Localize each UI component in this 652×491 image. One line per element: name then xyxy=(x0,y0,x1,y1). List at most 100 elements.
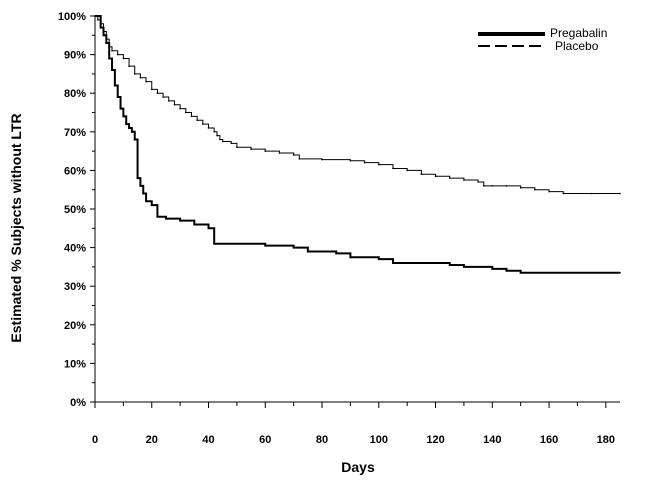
data-point-pregabalin xyxy=(434,175,437,177)
data-point-placebo xyxy=(105,42,108,44)
legend-label-placebo: Placebo xyxy=(555,39,599,53)
x-tick-label: 160 xyxy=(540,434,558,446)
series-line-placebo xyxy=(95,15,620,274)
legend-label-pregabalin: Pregabalin xyxy=(550,26,607,40)
data-point-placebo xyxy=(605,271,607,274)
y-tick-label: 70% xyxy=(64,127,86,139)
data-point-pregabalin xyxy=(250,148,252,150)
data-point-pregabalin xyxy=(213,131,215,133)
data-point-pregabalin xyxy=(406,169,408,172)
data-point-pregabalin xyxy=(202,123,204,125)
data-point-placebo xyxy=(193,223,196,226)
data-point-placebo xyxy=(114,84,116,87)
data-point-placebo xyxy=(108,57,110,60)
data-point-placebo xyxy=(128,127,130,129)
data-point-placebo xyxy=(292,246,295,249)
data-point-pregabalin xyxy=(321,158,323,161)
data-point-placebo xyxy=(307,250,309,253)
y-axis-title: Estimated % Subjects without LTR xyxy=(8,113,24,342)
y-tick-label: 10% xyxy=(64,358,86,370)
data-point-pregabalin xyxy=(463,179,465,181)
x-tick-label: 100 xyxy=(370,434,388,446)
data-point-placebo xyxy=(576,271,579,274)
data-point-pregabalin xyxy=(548,190,550,193)
data-point-placebo xyxy=(179,219,181,222)
y-tick-label: 0% xyxy=(70,397,86,409)
y-tick-label: 30% xyxy=(64,281,86,293)
y-tick-label: 80% xyxy=(64,88,86,100)
x-tick-label: 80 xyxy=(316,434,328,446)
data-point-placebo xyxy=(111,69,113,71)
data-point-pregabalin xyxy=(122,57,125,60)
data-point-pregabalin xyxy=(167,100,170,102)
data-point-placebo xyxy=(448,264,451,266)
y-ticks: 0% 10% 20% 30% 40% 50% 60% 70% 80% 90% 100% xyxy=(58,11,95,409)
data-point-placebo xyxy=(491,268,494,270)
y-tick-label: 20% xyxy=(64,320,86,332)
x-ticks: 0 20 40 60 80 100 120 140 160 180 xyxy=(92,402,615,446)
data-point-pregabalin xyxy=(298,158,301,160)
data-point-pregabalin xyxy=(221,140,224,143)
data-point-placebo xyxy=(434,262,437,264)
data-point-placebo xyxy=(116,96,119,98)
data-point-pregabalin xyxy=(448,177,451,179)
data-point-pregabalin xyxy=(349,159,352,162)
y-tick-label: 40% xyxy=(64,243,86,255)
data-point-pregabalin xyxy=(230,142,233,145)
data-point-pregabalin xyxy=(133,73,136,75)
data-point-pregabalin xyxy=(420,173,423,176)
data-point-placebo xyxy=(207,227,210,230)
data-point-pregabalin xyxy=(392,167,394,170)
y-tick-label: 90% xyxy=(64,50,86,62)
data-point-pregabalin xyxy=(519,186,522,189)
data-point-placebo xyxy=(335,252,338,255)
data-point-placebo xyxy=(156,215,159,218)
data-point-pregabalin xyxy=(482,185,485,187)
data-point-placebo xyxy=(133,138,136,141)
data-point-placebo xyxy=(165,217,167,220)
data-point-pregabalin xyxy=(619,192,621,195)
data-point-pregabalin xyxy=(207,127,210,129)
data-point-pregabalin xyxy=(491,185,494,187)
data-point-pregabalin xyxy=(590,192,593,195)
legend: Pregabalin Placebo xyxy=(478,26,607,53)
data-point-pregabalin xyxy=(278,152,281,154)
data-point-pregabalin xyxy=(179,107,181,110)
data-point-placebo xyxy=(131,131,133,133)
data-point-placebo xyxy=(150,204,153,206)
data-point-pregabalin xyxy=(156,92,159,94)
data-point-pregabalin xyxy=(116,53,119,56)
data-point-pregabalin xyxy=(196,119,198,122)
data-point-placebo xyxy=(213,242,215,245)
data-point-placebo xyxy=(236,242,238,245)
data-point-pregabalin xyxy=(292,154,295,156)
data-point-placebo xyxy=(125,123,128,125)
data-point-pregabalin xyxy=(162,96,164,98)
data-point-pregabalin xyxy=(111,49,113,52)
data-point-pregabalin xyxy=(363,161,366,164)
x-tick-label: 140 xyxy=(483,434,501,446)
data-point-pregabalin xyxy=(477,181,479,183)
data-point-pregabalin xyxy=(173,103,176,106)
x-axis: 0 20 40 60 80 100 120 140 160 180 xyxy=(92,401,620,446)
data-point-placebo xyxy=(505,269,508,272)
x-tick-label: 180 xyxy=(597,434,615,446)
data-point-placebo xyxy=(142,192,145,195)
data-point-placebo xyxy=(99,26,102,29)
y-tick-label: 50% xyxy=(64,204,86,216)
data-point-placebo xyxy=(102,34,105,37)
data-point-pregabalin xyxy=(219,138,221,141)
data-point-placebo xyxy=(145,200,147,203)
data-point-placebo xyxy=(94,15,96,17)
data-point-pregabalin xyxy=(139,76,142,79)
data-point-placebo xyxy=(136,177,139,179)
y-tick-label: 60% xyxy=(64,165,86,177)
series-layer xyxy=(94,15,621,274)
data-point-pregabalin xyxy=(505,185,508,187)
data-point-pregabalin xyxy=(128,65,130,67)
data-point-pregabalin xyxy=(185,111,187,114)
data-point-pregabalin xyxy=(264,150,267,152)
data-point-placebo xyxy=(139,185,142,187)
y-axis: 0% 10% 20% 30% 40% 50% 60% 70% 80% 90% 100% xyxy=(58,11,96,409)
